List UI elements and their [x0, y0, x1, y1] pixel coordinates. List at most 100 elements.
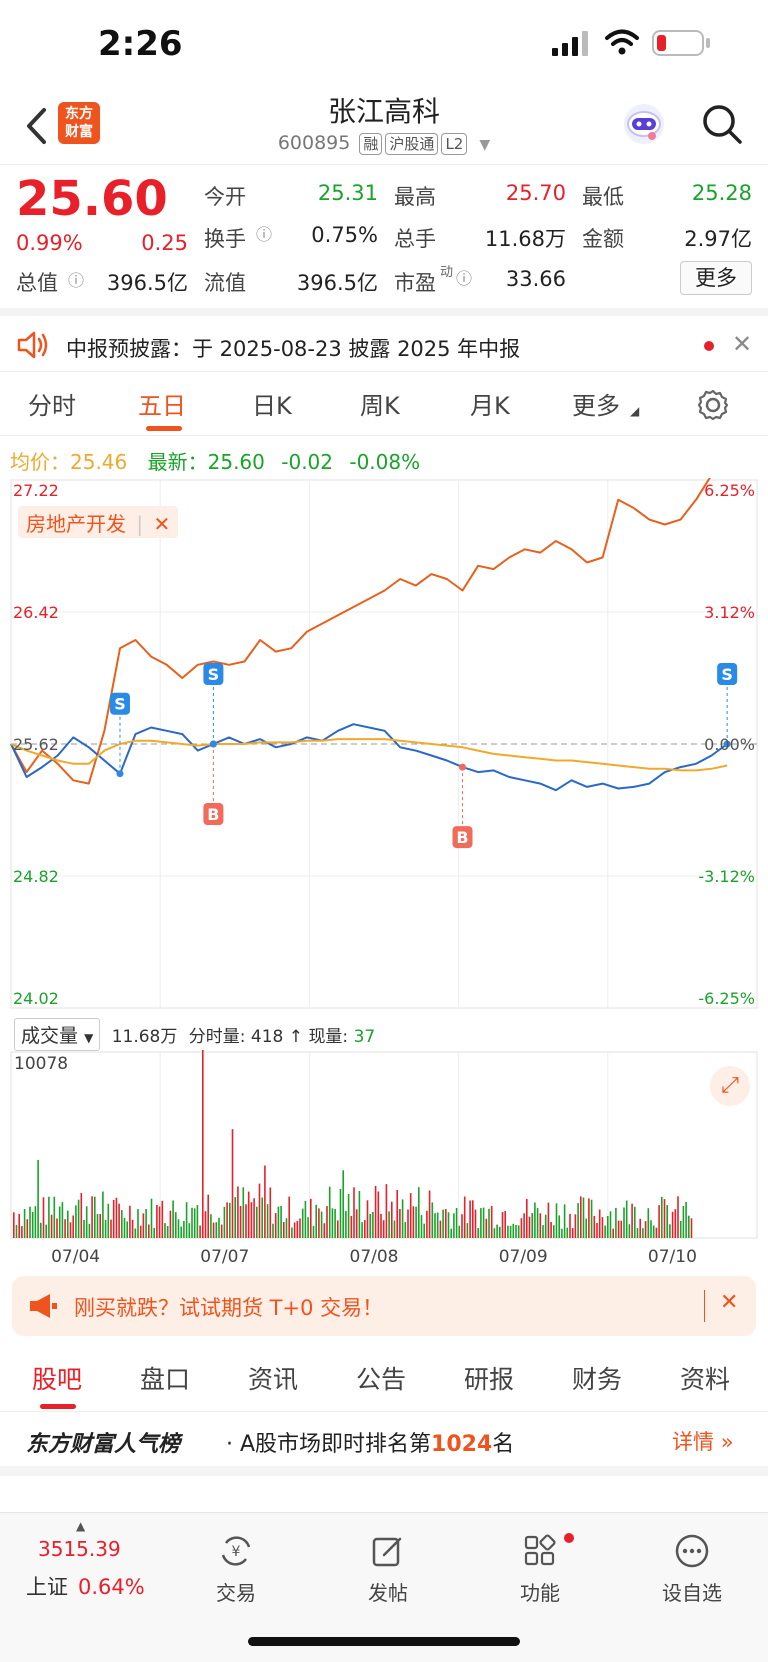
- caret-down-icon[interactable]: ▼: [479, 137, 491, 153]
- tab-profile[interactable]: 资料: [680, 1365, 731, 1394]
- nav-functions[interactable]: 功能: [490, 1533, 590, 1606]
- volume-bar: [499, 1226, 501, 1238]
- volume-bar: [310, 1198, 312, 1238]
- volume-bar: [364, 1220, 366, 1238]
- volume-bar: [566, 1227, 569, 1238]
- nav-post-label: 发帖: [368, 1581, 408, 1605]
- volume-bar: [161, 1200, 164, 1238]
- volume-bar: [293, 1222, 296, 1238]
- tab-weekly-k[interactable]: 周K: [360, 392, 400, 420]
- volume-bar: [553, 1225, 555, 1238]
- volume-bar: [226, 1202, 228, 1238]
- volume-bar: [48, 1196, 50, 1238]
- search-icon[interactable]: [700, 102, 744, 146]
- current-volume-value: 37: [353, 1027, 376, 1047]
- volume-bar: [85, 1206, 88, 1238]
- volume-bar: [269, 1187, 272, 1238]
- marker-dot-0: [116, 770, 124, 778]
- volume-header: 成交量 ▼ 11.68万 分时量: 418 ↑ 现量: 37: [14, 1018, 375, 1051]
- up-arrow-icon: ↑: [288, 1027, 304, 1047]
- tab-announcements[interactable]: 公告: [356, 1365, 407, 1394]
- rank-detail-link[interactable]: 详情 »: [672, 1426, 734, 1456]
- label-low: 最低: [582, 185, 624, 209]
- volume-bar: [477, 1228, 479, 1238]
- volume-bar: [501, 1212, 504, 1238]
- indicator-select[interactable]: 成交量 ▼: [14, 1018, 101, 1051]
- info-icon[interactable]: ⓘ: [68, 271, 85, 290]
- tab-more[interactable]: 更多: [572, 392, 620, 420]
- sector-tag-close-icon[interactable]: ✕: [153, 512, 171, 536]
- volume-bar: [442, 1209, 444, 1238]
- sector-tag[interactable]: 房地产开发 | ✕: [18, 506, 179, 538]
- y-tick-right-0: 6.25%: [704, 481, 755, 500]
- more-quote-button[interactable]: 更多: [680, 261, 752, 295]
- volume-bar: [617, 1220, 620, 1238]
- volume-bar: [250, 1202, 253, 1238]
- volume-bar: [110, 1219, 112, 1238]
- price-chart[interactable]: S B S B S 27.22 6.25% 26.42 3.12% 25.62 0.00% 24.8…: [0, 478, 768, 1018]
- volume-bar: [307, 1217, 309, 1238]
- close-icon[interactable]: ✕: [732, 330, 753, 358]
- volume-bar: [642, 1228, 644, 1238]
- volume-bar: [623, 1207, 625, 1238]
- volume-bar: [571, 1228, 574, 1238]
- logo-text-bottom: 财富: [65, 124, 93, 140]
- tab-five-day[interactable]: 五日: [138, 392, 186, 420]
- volume-bar: [53, 1196, 56, 1238]
- edit-icon: [372, 1537, 402, 1567]
- rank-brand: 东方财富人气榜: [26, 1432, 181, 1457]
- volume-bar: [26, 1219, 29, 1238]
- volume-bar: [337, 1220, 339, 1238]
- tab-news[interactable]: 资讯: [248, 1365, 299, 1394]
- banner-close-icon[interactable]: ✕: [720, 1290, 739, 1315]
- popularity-rank[interactable]: 东方财富人气榜 · A股市场即时排名第1024名 详情 »: [0, 1412, 768, 1476]
- volume-bar: [299, 1218, 301, 1238]
- volume-bar: [234, 1197, 236, 1238]
- volume-bar: [188, 1223, 191, 1238]
- volume-bar: [369, 1213, 371, 1238]
- promo-banner[interactable]: 刚买就跌？试试期货 T+0 交易！ ✕: [12, 1276, 756, 1336]
- nav-watchlist[interactable]: 设自选: [642, 1533, 742, 1606]
- tab-daily-k[interactable]: 日K: [252, 392, 292, 420]
- tab-monthly-k[interactable]: 月K: [470, 392, 510, 420]
- notice-bar[interactable]: 中报预披露：于 2025-08-23 披露 2025 年中报 ✕: [0, 308, 768, 372]
- volume-bar: [580, 1196, 582, 1238]
- rank-suffix: 名: [492, 1432, 515, 1457]
- back-icon[interactable]: [24, 106, 48, 146]
- volume-bar: [318, 1208, 320, 1238]
- tab-forum[interactable]: 股吧: [32, 1365, 83, 1394]
- sell-marker-2: [203, 663, 224, 685]
- volume-bar: [555, 1203, 558, 1238]
- active-tab-indicator: [146, 426, 182, 431]
- info-icon[interactable]: ⓘ: [456, 269, 473, 288]
- volume-bar: [598, 1209, 601, 1238]
- volume-bar: [350, 1215, 353, 1238]
- volume-bar: [426, 1210, 428, 1238]
- avg-label: 均价：: [10, 450, 70, 474]
- nav-post[interactable]: 发帖: [338, 1533, 438, 1606]
- tab-research[interactable]: 研报: [464, 1365, 515, 1394]
- info-icon[interactable]: ⓘ: [256, 225, 273, 244]
- robot-assistant-icon[interactable]: [622, 102, 666, 146]
- volume-bar: [507, 1225, 509, 1238]
- tab-intraday[interactable]: 分时: [28, 392, 76, 420]
- volume-chart[interactable]: 07/04 07/07 07/08 07/09 07/10: [0, 1050, 768, 1268]
- volume-bar: [31, 1212, 34, 1238]
- caret-up-icon[interactable]: ▲: [76, 1519, 86, 1533]
- settings-icon[interactable]: [696, 388, 730, 422]
- index-widget[interactable]: 3515.39: [38, 1537, 121, 1561]
- nav-trade[interactable]: ¥ 交易: [186, 1533, 286, 1606]
- volume-bar: [523, 1213, 525, 1238]
- volume-bar: [202, 1050, 204, 1238]
- content-tabs: 股吧 盘口 资讯 公告 研报 财务 资料: [0, 1344, 768, 1412]
- expand-icon[interactable]: ⤢: [710, 1066, 750, 1106]
- volume-bar: [625, 1200, 628, 1238]
- index-line[interactable]: 上证 0.64%: [26, 1571, 145, 1601]
- volume-bar: [358, 1191, 361, 1238]
- volume-bar: [547, 1202, 550, 1238]
- tab-financials[interactable]: 财务: [572, 1365, 623, 1394]
- volume-bar: [496, 1224, 498, 1238]
- volume-bar: [77, 1199, 80, 1238]
- volume-bar: [372, 1211, 374, 1238]
- tab-orderbook[interactable]: 盘口: [140, 1365, 191, 1394]
